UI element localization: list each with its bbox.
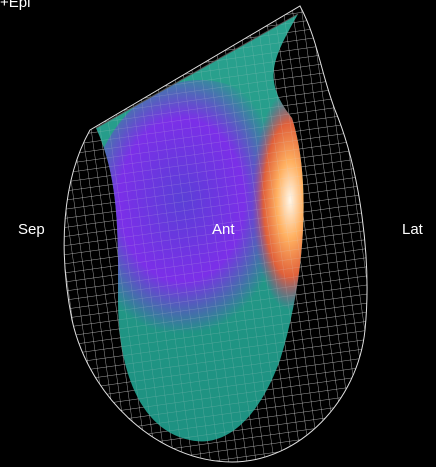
lateral-label: Lat bbox=[402, 221, 424, 238]
heart-view: +Epi Sep Ant Lat bbox=[0, 0, 436, 467]
septal-label: Sep bbox=[18, 221, 45, 238]
view-label: +Epi bbox=[0, 0, 30, 11]
anterior-label: Ant bbox=[212, 221, 235, 238]
